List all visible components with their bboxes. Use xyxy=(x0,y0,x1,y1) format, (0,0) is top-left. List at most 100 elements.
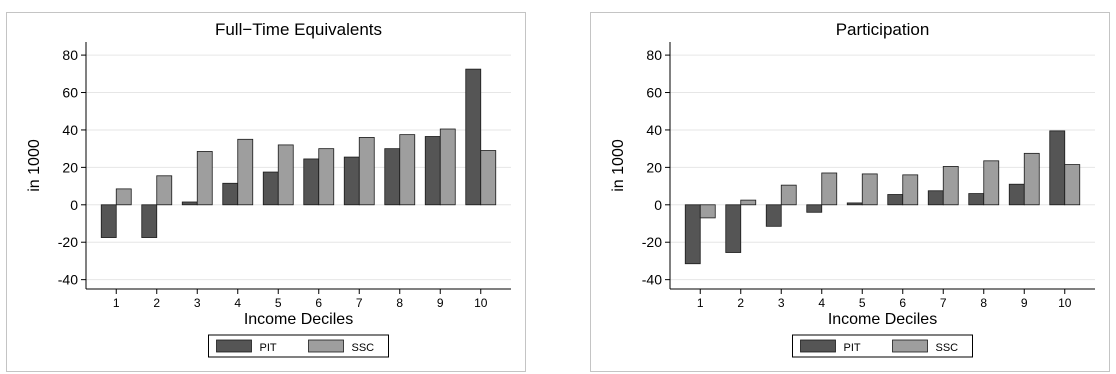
y-tick-label: -40 xyxy=(58,272,78,288)
x-tick-label: 2 xyxy=(153,296,160,310)
chart-participation: Participation -40 -20 0 20 40 60 80 in 1000 1 2 3 4 5… xyxy=(590,12,1110,372)
series-pit xyxy=(100,68,482,238)
y-axis-ticks: -40 -20 0 20 40 60 80 xyxy=(58,47,86,288)
x-axis-label: Income Deciles xyxy=(828,311,937,328)
bar-ssc-decile-6 xyxy=(318,148,335,206)
chart-title: Participation xyxy=(836,20,930,39)
x-tick-label: 8 xyxy=(396,296,403,310)
y-tick-label: 60 xyxy=(646,85,662,101)
bar-pit-decile-3 xyxy=(765,204,782,227)
bar-ssc-decile-5 xyxy=(861,173,878,206)
x-tick-label: 5 xyxy=(859,296,866,310)
x-tick-label: 3 xyxy=(778,296,785,310)
bar-ssc-decile-9 xyxy=(1023,152,1040,206)
bar-pit-decile-7 xyxy=(343,156,360,206)
y-tick-label: 40 xyxy=(646,122,662,138)
bar-ssc-decile-4 xyxy=(237,138,254,206)
bar-pit-decile-6 xyxy=(303,158,320,206)
bar-ssc-decile-1 xyxy=(115,188,132,206)
bars xyxy=(100,68,497,238)
x-tick-label: 7 xyxy=(356,296,363,310)
bar-pit-decile-2 xyxy=(141,204,158,238)
bar-ssc-decile-2 xyxy=(156,175,173,206)
x-tick-label: 4 xyxy=(234,296,241,310)
y-tick-label: 20 xyxy=(646,159,662,175)
series-ssc xyxy=(115,128,497,206)
x-tick-label: 6 xyxy=(899,296,906,310)
y-tick-label: 0 xyxy=(654,197,662,213)
legend-label-pit: PIT xyxy=(260,342,277,354)
series-ssc xyxy=(699,152,1081,219)
y-tick-label: -20 xyxy=(58,234,78,250)
bar-pit-decile-9 xyxy=(424,136,441,206)
bar-ssc-decile-9 xyxy=(439,128,456,206)
bar-pit-decile-6 xyxy=(887,194,904,206)
bar-pit-decile-9 xyxy=(1008,183,1025,206)
x-tick-label: 2 xyxy=(737,296,744,310)
y-tick-label: 0 xyxy=(70,197,78,213)
x-tick-label: 4 xyxy=(818,296,825,310)
bar-ssc-decile-7 xyxy=(942,166,959,206)
legend-label-pit: PIT xyxy=(844,342,861,354)
legend-label-ssc: SSC xyxy=(352,342,375,354)
bar-ssc-decile-5 xyxy=(277,144,294,206)
y-tick-label: 20 xyxy=(62,159,78,175)
y-tick-label: -20 xyxy=(642,234,662,250)
bar-ssc-decile-8 xyxy=(399,134,416,206)
y-axis-label: in 1000 xyxy=(26,139,43,192)
y-tick-label: -40 xyxy=(642,272,662,288)
x-tick-label: 9 xyxy=(1021,296,1028,310)
y-tick-label: 80 xyxy=(646,47,662,63)
x-tick-label: 5 xyxy=(275,296,282,310)
legend-swatch-ssc xyxy=(892,339,928,353)
bar-pit-decile-4 xyxy=(806,204,823,213)
bar-ssc-decile-4 xyxy=(821,172,838,206)
bar-ssc-decile-8 xyxy=(983,160,1000,206)
bar-ssc-decile-10 xyxy=(480,150,497,206)
legend-swatch-ssc xyxy=(308,339,344,353)
chart-title: Full−Time Equivalents xyxy=(215,20,382,39)
x-tick-label: 1 xyxy=(113,296,120,310)
bar-ssc-decile-2 xyxy=(740,199,757,206)
bar-ssc-decile-3 xyxy=(780,184,797,206)
bar-pit-decile-10 xyxy=(1049,130,1066,206)
x-tick-label: 9 xyxy=(437,296,444,310)
bar-pit-decile-7 xyxy=(927,190,944,206)
x-axis-label: Income Deciles xyxy=(244,311,353,328)
x-axis-ticks: 1 2 3 4 5 6 7 8 9 10 xyxy=(697,289,1072,310)
y-tick-label: 80 xyxy=(62,47,78,63)
bar-ssc-decile-7 xyxy=(358,137,375,206)
legend-swatch-pit xyxy=(216,339,252,353)
bar-pit-decile-5 xyxy=(262,171,279,206)
legend-swatch-pit xyxy=(800,339,836,353)
bar-pit-decile-2 xyxy=(725,204,742,253)
bar-pit-decile-8 xyxy=(384,148,401,206)
bar-ssc-decile-3 xyxy=(196,151,213,206)
chart-full-time-equivalents: Full−Time Equivalents -40 -20 0 20 40 60 80 in 1… xyxy=(6,12,526,372)
x-tick-label: 7 xyxy=(940,296,947,310)
legend: PIT SSC xyxy=(208,334,389,358)
x-tick-label: 8 xyxy=(980,296,987,310)
bar-pit-decile-10 xyxy=(465,68,482,206)
x-tick-label: 3 xyxy=(194,296,201,310)
bar-pit-decile-8 xyxy=(968,193,985,206)
bar-ssc-decile-6 xyxy=(902,174,919,206)
x-tick-label: 10 xyxy=(1058,296,1072,310)
y-tick-label: 60 xyxy=(62,85,78,101)
legend-label-ssc: SSC xyxy=(936,342,959,354)
bar-pit-decile-4 xyxy=(222,182,239,206)
bar-pit-decile-1 xyxy=(100,204,117,238)
bar-pit-decile-1 xyxy=(684,204,701,265)
series-pit xyxy=(684,130,1066,265)
x-tick-label: 1 xyxy=(697,296,704,310)
bar-pit-decile-3 xyxy=(181,201,198,206)
bar-pit-decile-5 xyxy=(846,202,863,206)
legend: PIT SSC xyxy=(792,334,973,358)
x-axis-ticks: 1 2 3 4 5 6 7 8 9 10 xyxy=(113,289,488,310)
y-tick-label: 40 xyxy=(62,122,78,138)
x-tick-label: 10 xyxy=(474,296,488,310)
bars xyxy=(684,130,1081,265)
y-axis-label: in 1000 xyxy=(610,139,627,192)
bar-ssc-decile-10 xyxy=(1064,164,1081,206)
